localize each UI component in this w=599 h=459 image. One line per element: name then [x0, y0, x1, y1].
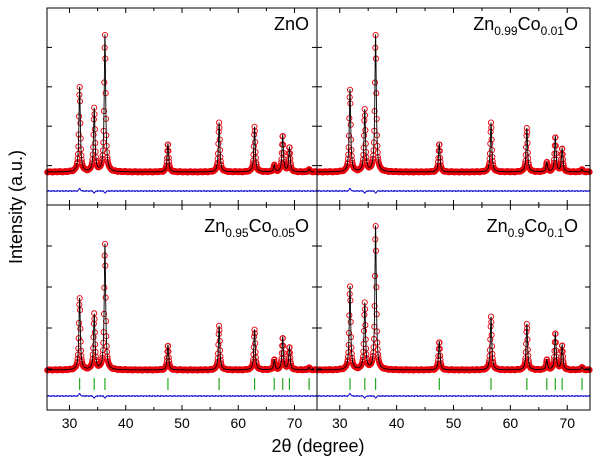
- x-axis-labels: 30 40 50 60 70 30 40 50 60 70: [62, 415, 576, 431]
- panel-label: ZnO: [274, 14, 309, 34]
- x-tick-label: 60: [230, 415, 246, 431]
- observed-points: [44, 241, 320, 374]
- panel-label: Zn0.95Co0.05O: [204, 216, 309, 240]
- y-axis-title: Intensity (a.u.): [6, 150, 26, 264]
- x-tick-label: 30: [62, 415, 78, 431]
- panel-zno: ZnO: [44, 7, 320, 206]
- x-tick-label: 40: [389, 415, 405, 431]
- observed-points: [44, 32, 320, 176]
- panel-label: Zn0.9Co0.1O: [487, 216, 578, 240]
- panel-frame: [46, 7, 318, 206]
- observed-points: [314, 223, 593, 374]
- x-tick-label: 40: [118, 415, 134, 431]
- calculated-line: [47, 243, 317, 371]
- difference-line: [46, 187, 318, 194]
- panel-zn0-95co0-05o: Zn0.95Co0.05O: [44, 204, 320, 411]
- x-tick-label: 50: [446, 415, 462, 431]
- x-tick-label: 50: [174, 415, 190, 431]
- difference-line: [316, 392, 591, 399]
- difference-line: [316, 187, 591, 194]
- x-tick-label: 70: [287, 415, 303, 431]
- panel-zn0-9co0-1o: Zn0.9Co0.1O: [314, 204, 593, 411]
- observed-points: [314, 32, 593, 176]
- x-tick-label: 30: [332, 415, 348, 431]
- x-axis-title: 2θ (degree): [271, 436, 364, 456]
- calculated-line: [317, 34, 590, 173]
- x-tick-label: 60: [503, 415, 519, 431]
- panel-zn0-99co0-01o: Zn0.99Co0.01O: [314, 7, 593, 206]
- calculated-line: [47, 34, 317, 173]
- x-tick-label: 70: [559, 415, 575, 431]
- panel-label: Zn0.99Co0.01O: [473, 14, 578, 38]
- calculated-line: [317, 225, 590, 371]
- difference-line: [46, 392, 318, 399]
